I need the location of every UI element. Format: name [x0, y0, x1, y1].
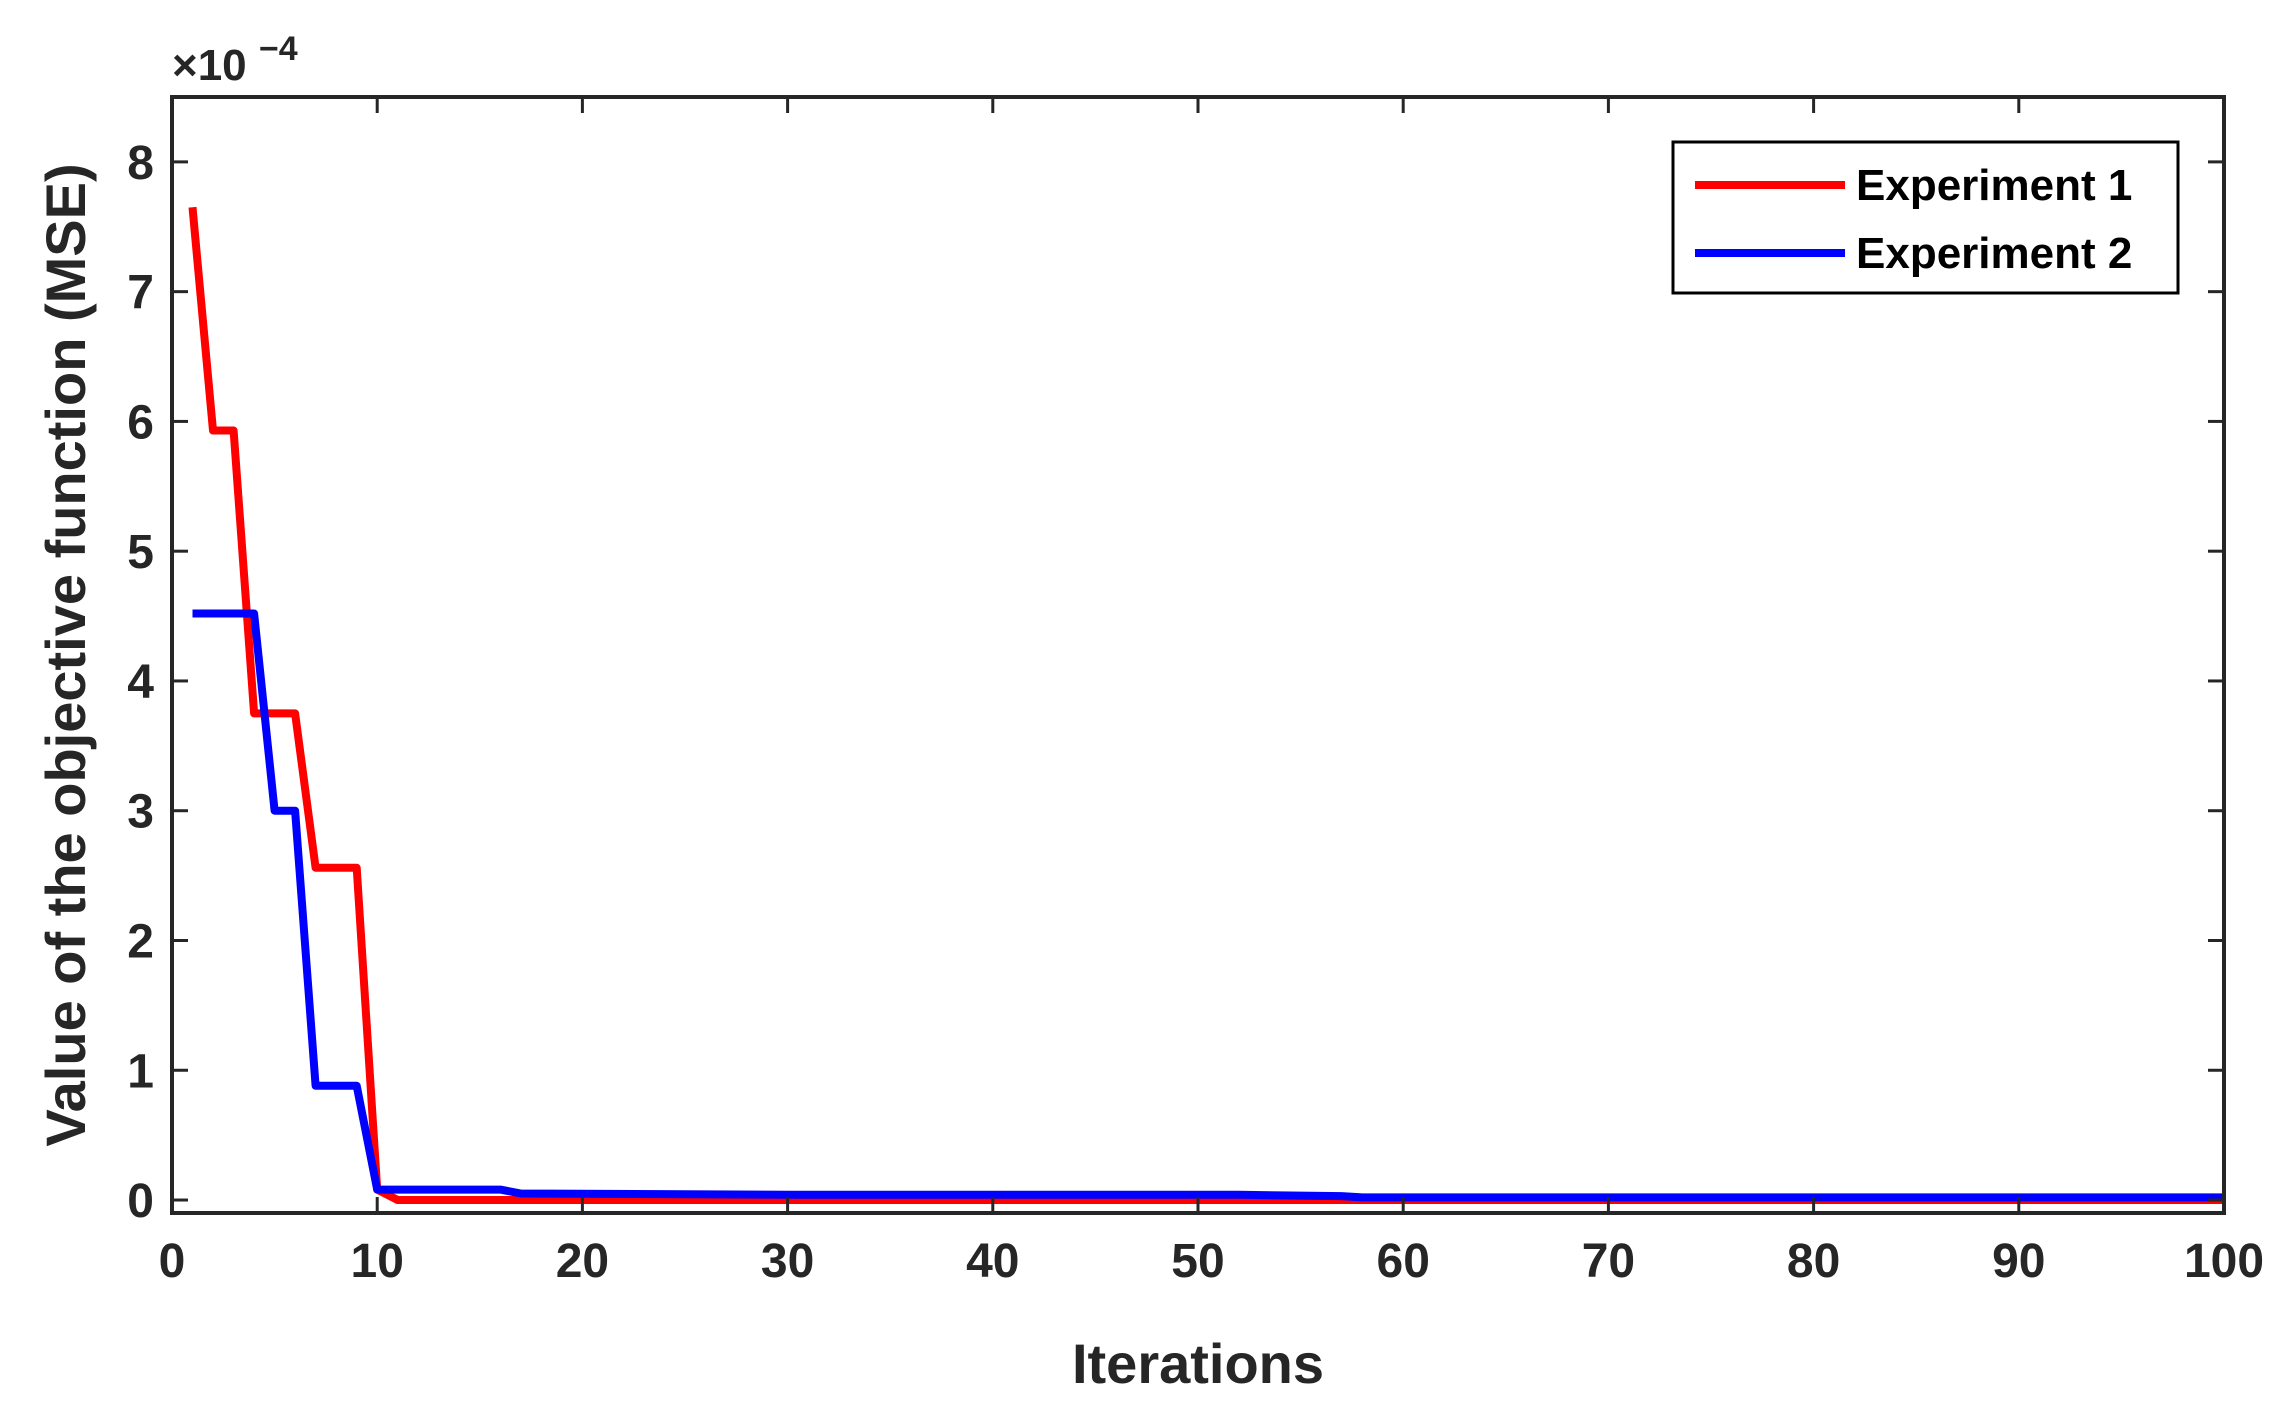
x-tick-label: 80	[1787, 1235, 1840, 1288]
x-tick-label: 70	[1582, 1235, 1635, 1288]
y-multiplier-base: ×10	[172, 41, 247, 90]
y-tick-label: 3	[127, 786, 154, 839]
y-tick-label: 8	[127, 137, 154, 190]
x-tick-labels: 0 10 20 30 40 50 60 70 80 90 100	[159, 1235, 2264, 1288]
x-tick-label: 0	[159, 1235, 186, 1288]
y-tick-labels: 0 1 2 3 4 5 6 7 8	[127, 137, 154, 1228]
y-tick-label: 7	[127, 267, 154, 320]
x-axis-label: Iterations	[1072, 1332, 1324, 1395]
series-layer	[188, 206, 2224, 1204]
x-tick-label: 60	[1377, 1235, 1430, 1288]
y-multiplier-exponent: −4	[259, 30, 298, 68]
x-tick-label: 20	[556, 1235, 609, 1288]
x-tick-label: 90	[1992, 1235, 2045, 1288]
x-tick-label: 100	[2184, 1235, 2264, 1288]
legend-label-1: Experiment 1	[1856, 161, 2132, 210]
y-axis-label: Value of the objective function (MSE)	[34, 163, 97, 1146]
y-tick-label: 4	[127, 656, 154, 709]
y-tick-label: 1	[127, 1045, 154, 1098]
x-tick-label: 50	[1171, 1235, 1224, 1288]
series-line-2	[192, 609, 2224, 1202]
legend-box	[1671, 140, 2180, 295]
y-tick-label: 2	[127, 915, 154, 968]
y-tick-label: 0	[127, 1175, 154, 1228]
x-tick-label: 10	[351, 1235, 404, 1288]
x-tick-label: 40	[966, 1235, 1019, 1288]
y-tick-label: 6	[127, 396, 154, 449]
x-tick-label: 30	[761, 1235, 814, 1288]
y-axis-multiplier: ×10 −4	[172, 30, 298, 90]
y-tick-label: 5	[127, 526, 154, 579]
legend: Experiment 1 Experiment 2	[1671, 140, 2180, 295]
legend-label-2: Experiment 2	[1856, 229, 2132, 278]
ticks-layer	[170, 97, 2226, 1213]
